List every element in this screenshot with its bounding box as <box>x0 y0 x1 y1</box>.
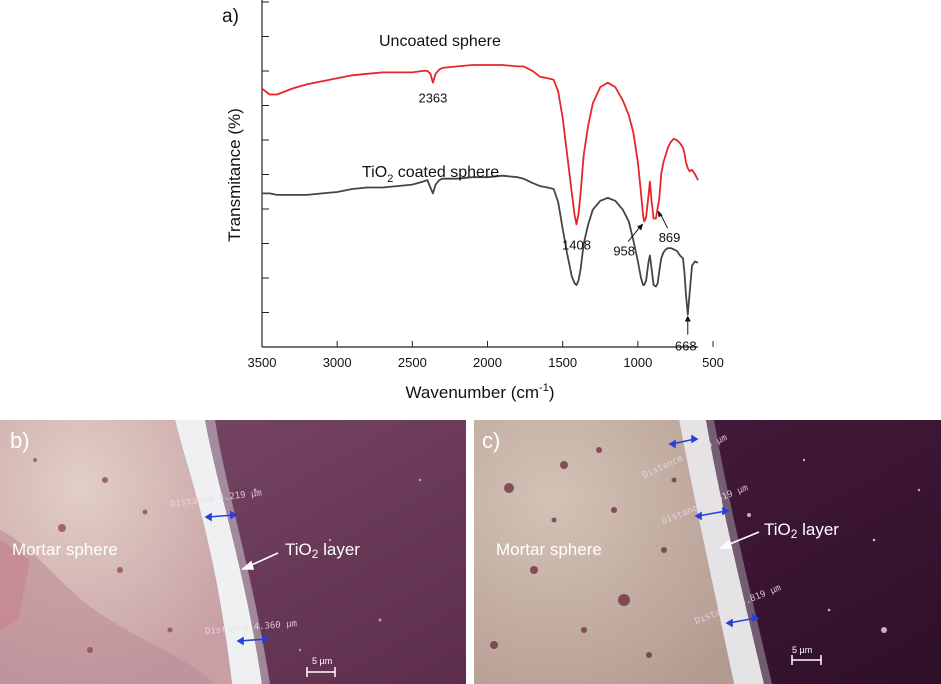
peak-annotations: 2363 1408 958 869 668 <box>418 91 696 354</box>
x-tick-label: 500 <box>702 355 724 370</box>
annotation-label: 2363 <box>418 91 447 106</box>
annotation-label: 958 <box>613 243 635 258</box>
measure-arrows-b <box>204 510 270 646</box>
layer-pointer-arrow-b <box>240 552 279 570</box>
layer-pointer-arrow-c <box>718 531 760 549</box>
x-tick-label: 1500 <box>548 355 577 370</box>
measure-arrows-c <box>668 434 760 628</box>
annotation-label: 869 <box>659 230 681 245</box>
series-line-coated <box>262 174 699 316</box>
annotation-arrowhead <box>684 315 691 322</box>
layer-label-c: TiO2 layer <box>764 520 839 541</box>
x-axis-ticks: 3500 3000 2500 2000 1500 1000 500 <box>248 341 724 370</box>
x-tick-label: 3500 <box>248 355 277 370</box>
x-tick-label: 2500 <box>398 355 427 370</box>
scale-bar-c <box>791 655 822 665</box>
annotation-arrowhead <box>637 223 644 231</box>
micrograph-b: b) Mortar sphere TiO2 layer Distance 4.2… <box>0 420 466 684</box>
scale-label-b: 5 µm <box>312 656 333 666</box>
x-axis-label: Wavenumber (cm-1) <box>406 382 555 402</box>
series-label-uncoated: Uncoated sphere <box>379 33 501 50</box>
scale-label-c: 5 µm <box>792 645 813 655</box>
series-lines <box>261 64 699 316</box>
y-axis-ticks <box>262 1 269 348</box>
mortar-label-c: Mortar sphere <box>496 540 602 559</box>
mortar-label-b: Mortar sphere <box>12 540 118 559</box>
x-tick-label: 1000 <box>623 355 652 370</box>
layer-label-b: TiO2 layer <box>285 540 360 561</box>
micrograph-b-image <box>0 420 466 684</box>
annotation-label: 668 <box>675 339 697 354</box>
ftir-chart: a) 3500 3000 2500 2000 1500 1000 500 2363 1408 9… <box>222 0 724 402</box>
panel-a-letter: a) <box>222 6 239 27</box>
panel-c-letter: c) <box>482 428 501 453</box>
x-tick-label: 3000 <box>323 355 352 370</box>
panel-b-letter: b) <box>10 428 30 453</box>
x-tick-label: 2000 <box>473 355 502 370</box>
scale-bar-b <box>306 667 336 677</box>
series-label-coated: TiO2 coated sphere <box>362 164 499 185</box>
annotation-label: 1408 <box>562 237 591 252</box>
series-line-uncoated <box>261 64 699 226</box>
y-axis-label: Transmitance (%) <box>225 108 244 242</box>
micrograph-c-image <box>474 420 941 684</box>
annotation-arrowhead <box>657 210 663 218</box>
micrograph-c: c) Mortar sphere TiO2 layer Distance 3.6… <box>474 420 941 684</box>
